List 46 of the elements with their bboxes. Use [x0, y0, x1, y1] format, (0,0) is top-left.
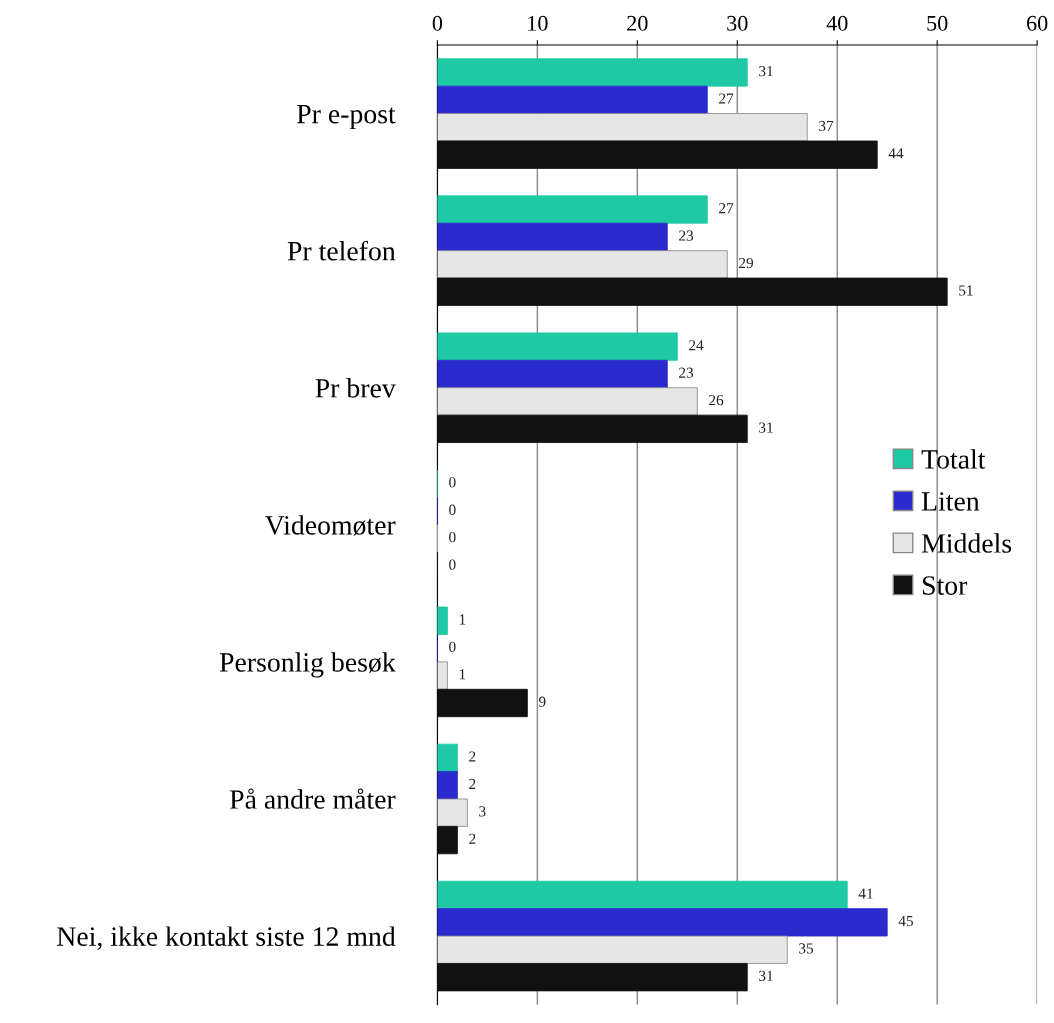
x-tick-label: 60 [1026, 15, 1048, 31]
data-label: 0 [449, 477, 456, 488]
data-label: 1 [459, 614, 466, 625]
data-label: 3 [479, 806, 486, 817]
data-label: 1 [459, 669, 466, 680]
y-tick-label: Pr e-post [297, 105, 396, 130]
data-label: 41 [858, 888, 873, 899]
y-tick-label: Pr brev [315, 378, 396, 398]
data-label: 44 [888, 148, 904, 159]
data-label: 31 [759, 65, 773, 77]
data-label: 37 [819, 120, 834, 132]
data-label: 2 [469, 833, 476, 844]
data-label: 9 [538, 696, 546, 707]
x-tick-label: 30 [727, 15, 748, 31]
data-label: 0 [449, 532, 456, 543]
data-label: 27 [719, 93, 734, 104]
data-label: 51 [959, 285, 973, 296]
y-tick-label: Personlig besøk [219, 652, 396, 678]
data-label: 29 [739, 257, 754, 269]
y-tick-label: Pr telefon [287, 240, 396, 261]
data-label: 2 [469, 778, 476, 789]
data-label: 2 [469, 751, 476, 762]
data-label: 45 [898, 915, 913, 927]
x-tick-label: 10 [528, 15, 548, 31]
data-label: 24 [689, 340, 704, 351]
x-tick-label: 0 [432, 15, 443, 31]
x-tick-label: 20 [627, 15, 648, 31]
y-tick-label: På andre måter [229, 788, 396, 809]
legend-label: Totalt [921, 449, 986, 469]
data-label: 0 [449, 559, 456, 570]
data-label: 0 [449, 504, 456, 515]
y-tick-label: Videomøter [265, 515, 396, 536]
data-label: 31 [759, 422, 773, 433]
data-label: 23 [679, 230, 694, 241]
data-label: 26 [709, 394, 724, 406]
legend-label: Middels [921, 533, 1012, 553]
x-tick-label: 40 [826, 15, 848, 31]
legend-label: Liten [921, 492, 980, 511]
data-label: 0 [449, 641, 456, 652]
x-tick-label: 50 [927, 15, 948, 31]
data-label: 31 [759, 970, 773, 981]
data-label: 27 [719, 203, 734, 214]
legend-label: Stor [922, 576, 968, 595]
data-label: 23 [679, 367, 694, 378]
data-label: 35 [799, 943, 814, 954]
y-tick-label: Nei, ikke kontakt siste 12 mnd [57, 926, 396, 950]
